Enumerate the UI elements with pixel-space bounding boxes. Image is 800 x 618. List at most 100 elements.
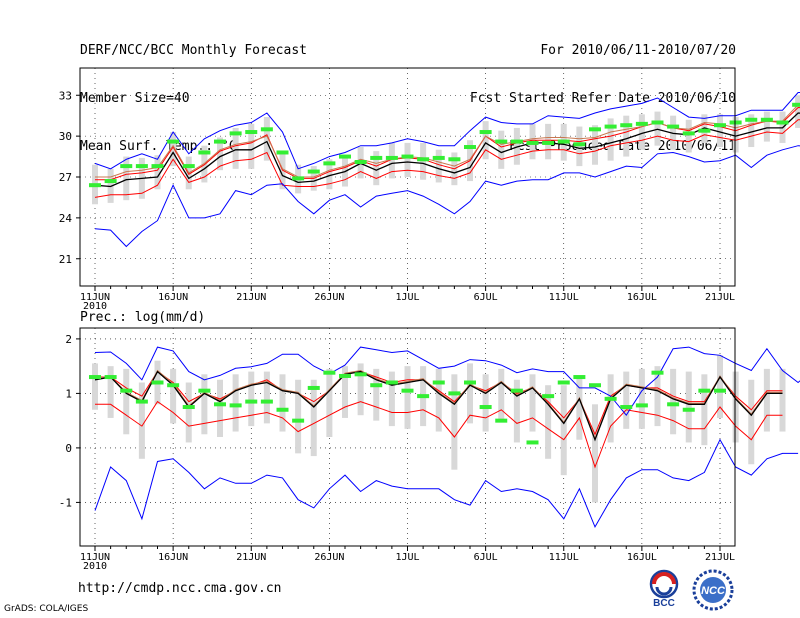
spread-bar <box>388 371 395 427</box>
x-tick-label: 11JUL <box>549 292 579 303</box>
observed-marker <box>323 161 336 166</box>
x-tick-label: 11JUN <box>80 292 110 303</box>
observed-marker <box>542 140 555 145</box>
x-tick-label: 16JUL <box>627 552 657 563</box>
observed-marker <box>417 394 430 399</box>
x-year-label: 2010 <box>83 561 107 572</box>
spread-bar <box>638 114 645 150</box>
x-tick-label: 21JUL <box>705 292 735 303</box>
spread-bar <box>263 371 270 424</box>
spread-bar <box>513 379 520 443</box>
bcc-logo-label: BCC <box>653 598 675 608</box>
observed-marker <box>276 407 289 412</box>
spread-bar <box>670 368 677 435</box>
spread-bar <box>498 130 505 169</box>
observed-marker <box>557 139 570 144</box>
observed-marker <box>120 164 133 169</box>
spread-bar <box>123 156 130 201</box>
spread-bar <box>279 152 286 190</box>
observed-marker <box>276 150 289 155</box>
series-min <box>94 438 799 529</box>
spread-bar <box>717 355 723 418</box>
observed-marker <box>589 127 601 132</box>
y-tick-label: 1 <box>65 387 72 400</box>
observed-marker <box>698 388 711 393</box>
spread-bar <box>748 379 755 465</box>
y-tick-label: 24 <box>59 212 73 225</box>
x-tick-label: 21JUN <box>236 552 266 563</box>
observed-marker <box>573 375 586 380</box>
series-control <box>94 369 783 441</box>
x-tick-label: 26JUN <box>314 552 344 563</box>
y-tick-label: 0 <box>65 442 72 455</box>
observed-marker <box>260 127 273 132</box>
spread-bar <box>467 363 473 424</box>
spread-bar <box>232 374 239 432</box>
observed-marker <box>760 117 773 122</box>
spread-bar <box>326 159 333 190</box>
observed-marker <box>651 120 664 125</box>
observed-marker <box>448 391 461 396</box>
x-tick-label: 1JUL <box>395 292 419 303</box>
spread-bar <box>435 368 442 432</box>
observed-marker <box>651 370 664 375</box>
observed-marker <box>214 402 226 407</box>
spread-bar <box>732 117 739 153</box>
observed-marker <box>776 120 789 125</box>
observed-marker <box>401 154 414 159</box>
spread-bar <box>295 379 302 454</box>
spread-bar <box>92 363 98 410</box>
observed-marker <box>479 405 492 410</box>
spread-bar <box>373 368 380 421</box>
footer-url[interactable]: http://cmdp.ncc.cma.gov.cn <box>78 581 282 596</box>
observed-marker <box>245 399 258 404</box>
spread-bar <box>576 126 583 167</box>
observed-marker <box>573 142 586 147</box>
spread-bar <box>592 125 598 165</box>
spread-bar <box>404 142 411 177</box>
observed-marker <box>432 380 445 385</box>
observed-marker <box>151 380 164 385</box>
x-tick-label: 1JUL <box>395 552 419 563</box>
spread-bar <box>607 118 614 161</box>
spread-bar <box>685 119 692 153</box>
spread-bar <box>763 368 770 432</box>
x-tick-label: 6JUL <box>474 292 498 303</box>
observed-marker <box>120 388 133 393</box>
series-control <box>95 104 800 178</box>
observed-marker <box>354 372 367 377</box>
bcc-logo: BCC <box>640 568 688 612</box>
observed-marker <box>604 124 617 129</box>
observed-marker <box>135 164 148 169</box>
observed-marker <box>135 399 148 404</box>
x-year-label: 2010 <box>83 301 107 312</box>
series-min <box>94 145 800 248</box>
observed-marker <box>370 155 383 160</box>
y-tick-label: 30 <box>59 130 72 143</box>
spread-bar <box>607 374 614 443</box>
x-tick-label: 21JUN <box>236 292 266 303</box>
observed-marker <box>339 154 351 159</box>
header-title: DERF/NCC/BCC Monthly Forecast <box>80 43 307 58</box>
observed-marker <box>589 383 601 388</box>
spread-bar <box>732 371 739 443</box>
observed-marker <box>292 176 305 181</box>
observed-marker <box>464 380 476 385</box>
spread-bar <box>326 368 333 437</box>
spread-bar <box>654 366 661 427</box>
observed-marker <box>495 418 508 423</box>
spread-bar <box>170 368 177 424</box>
precip-panel-title: Prec.: log(mm/d) <box>80 310 206 325</box>
spread-bar <box>701 374 708 446</box>
forecast-period: For 2010/06/11-2010/07/20 <box>540 43 736 58</box>
observed-marker <box>323 370 336 375</box>
observed-marker <box>792 102 800 107</box>
spread-bar <box>248 371 255 427</box>
footer-credit: GrADS: COLA/IGES <box>4 604 89 614</box>
x-tick-label: 21JUL <box>705 552 735 563</box>
observed-marker <box>745 117 758 122</box>
spread-bar <box>373 151 380 186</box>
spread-bar <box>779 368 786 432</box>
observed-marker <box>385 380 398 385</box>
